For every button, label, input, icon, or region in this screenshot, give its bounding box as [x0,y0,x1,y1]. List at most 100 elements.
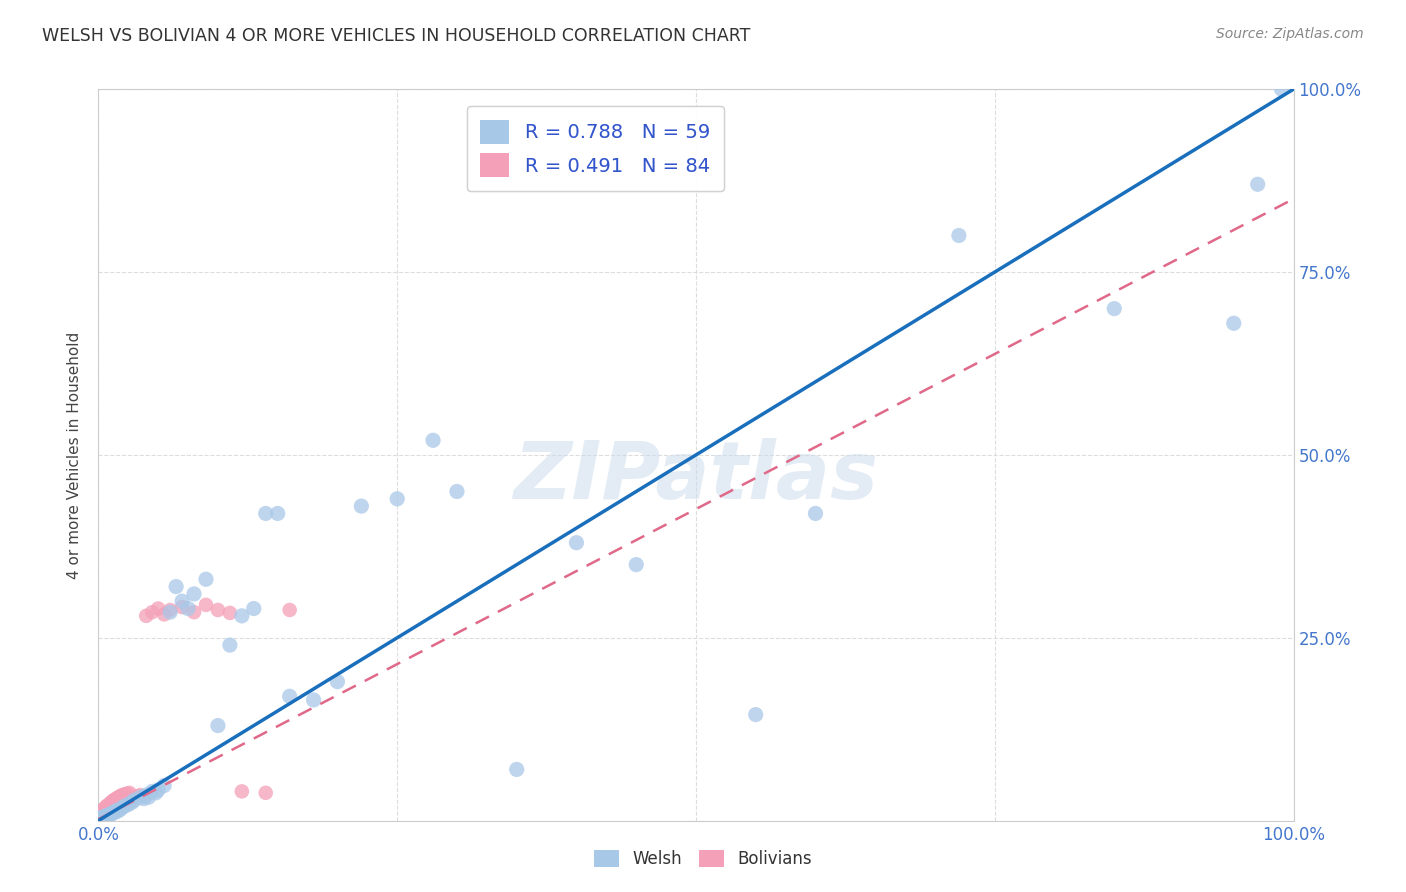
Point [145,786,167,800]
Point [91,812,114,826]
Point [89,810,111,824]
Point [125,789,148,804]
Point [219,638,242,652]
Point [89,809,111,823]
Point [89,810,111,824]
Point [96,799,118,814]
Point [96,799,118,814]
Point [87,813,110,827]
Point [148,601,170,615]
Point [90,808,112,822]
Text: Source: ZipAtlas.com: Source: ZipAtlas.com [1216,27,1364,41]
Point [108,789,131,804]
Point [350,499,373,513]
Point [89,811,111,825]
Point [97,809,120,823]
Point [141,784,163,798]
Point [98,796,122,810]
Point [129,790,152,805]
Point [89,811,111,825]
Point [1271,82,1294,96]
Point [243,601,266,615]
Point [121,791,143,805]
Point [117,791,139,805]
Point [87,812,110,826]
Point [135,788,157,802]
Point [385,491,409,506]
Point [90,811,112,825]
Point [100,806,122,821]
Point [91,806,114,821]
Point [107,804,129,818]
Point [97,798,120,813]
Point [90,808,112,822]
Point [103,793,125,807]
Point [90,807,112,822]
Point [422,434,444,448]
Point [93,804,115,818]
Point [93,803,115,817]
Point [90,809,112,823]
Point [93,803,115,817]
Point [219,606,242,620]
Point [89,812,111,826]
Point [91,804,114,818]
Point [107,790,129,805]
Point [91,810,114,824]
Point [91,804,114,818]
Y-axis label: 4 or more Vehicles in Household: 4 or more Vehicles in Household [67,331,83,579]
Point [89,809,111,823]
Point [94,801,117,815]
Point [89,810,111,824]
Point [90,807,112,822]
Text: ZIPatlas: ZIPatlas [513,438,879,516]
Text: WELSH VS BOLIVIAN 4 OR MORE VEHICLES IN HOUSEHOLD CORRELATION CHART: WELSH VS BOLIVIAN 4 OR MORE VEHICLES IN … [42,27,751,45]
Point [91,805,114,819]
Point [278,603,301,617]
Point [105,804,128,818]
Point [93,811,115,825]
Point [87,812,110,826]
Point [118,786,141,800]
Point [183,587,205,601]
Point [111,800,134,814]
Point [89,812,111,826]
Point [948,228,970,243]
Point [107,791,129,805]
Point [1246,178,1268,192]
Point [90,806,112,821]
Point [87,812,110,826]
Point [90,807,112,822]
Point [101,795,124,809]
Point [159,603,181,617]
Point [194,572,218,586]
Point [231,784,253,798]
Point [129,788,152,802]
Point [267,507,290,521]
Point [89,812,111,826]
Point [254,786,277,800]
Point [506,763,529,777]
Point [93,802,115,816]
Point [121,796,143,810]
Point [207,603,229,617]
Point [207,718,229,732]
Point [278,690,301,704]
Point [108,803,131,817]
Point [231,608,253,623]
Point [89,812,111,826]
Point [153,607,176,622]
Legend: R = 0.788   N = 59, R = 0.491   N = 84: R = 0.788 N = 59, R = 0.491 N = 84 [467,106,724,191]
Point [565,535,588,549]
Point [96,808,118,822]
Point [97,799,120,814]
Point [446,484,468,499]
Point [148,783,170,797]
Point [87,813,110,827]
Point [91,804,114,818]
Point [326,674,349,689]
Point [115,787,138,801]
Point [626,558,648,572]
Point [101,794,124,808]
Point [89,812,111,826]
